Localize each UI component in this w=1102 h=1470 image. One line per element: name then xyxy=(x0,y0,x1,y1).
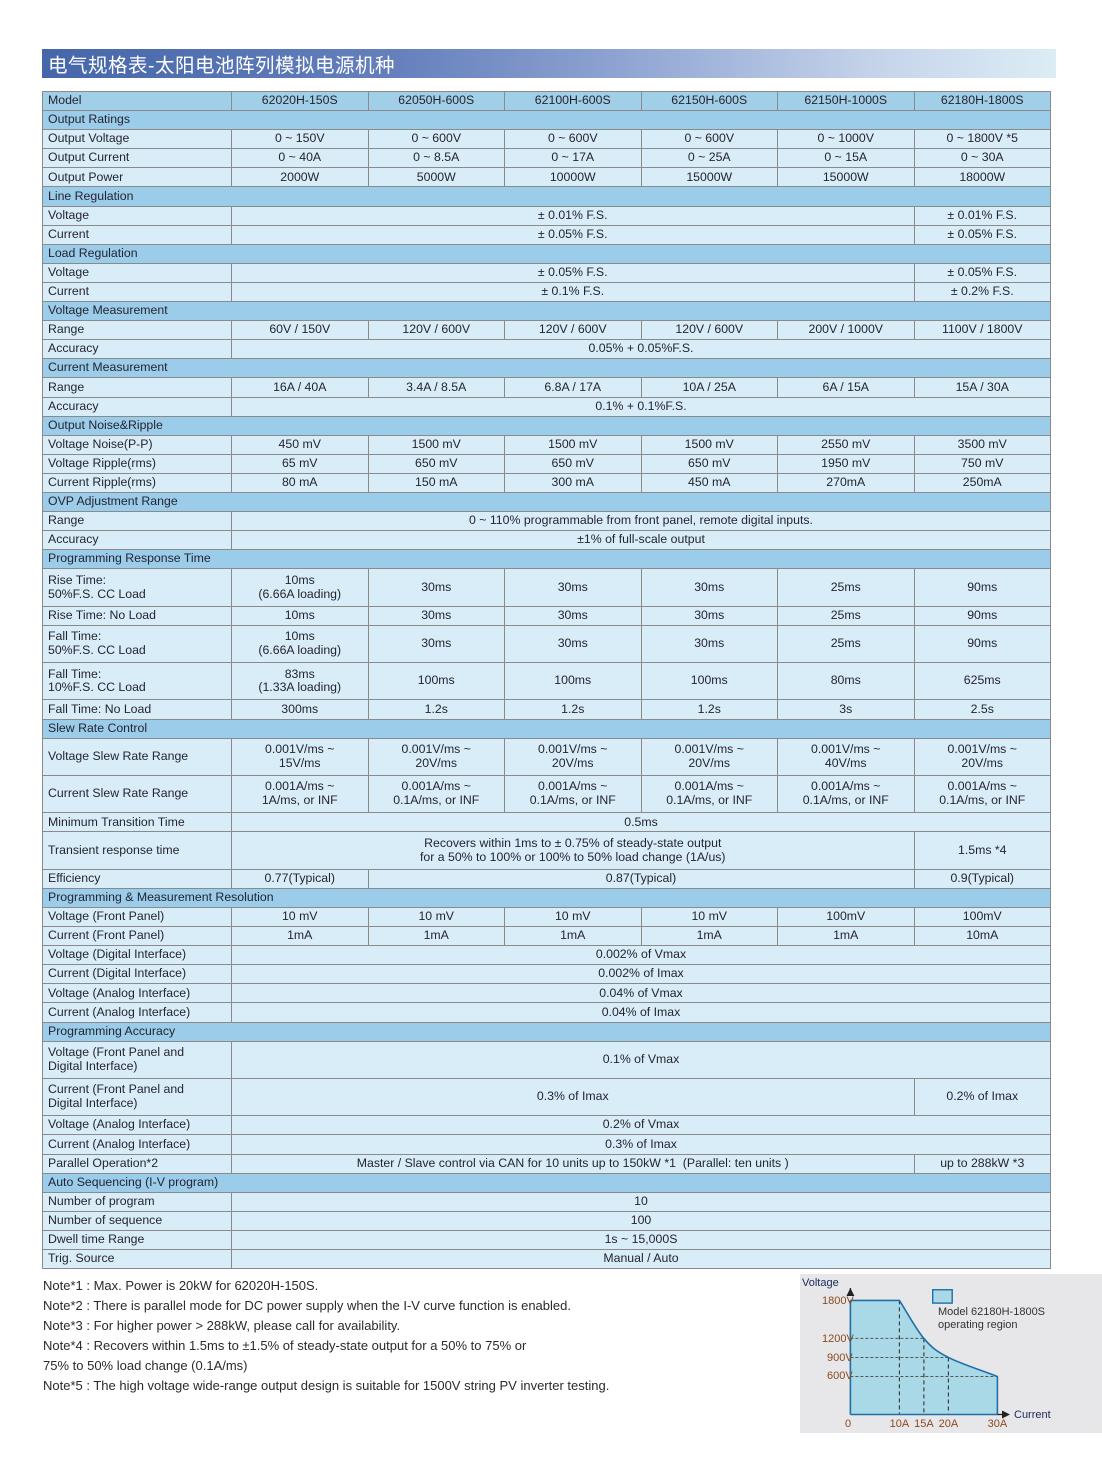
svg-text:600V: 600V xyxy=(827,1370,853,1382)
svg-text:20A: 20A xyxy=(939,1418,959,1430)
svg-text:Voltage: Voltage xyxy=(802,1277,839,1289)
svg-text:Model 62180H-1800S: Model 62180H-1800S xyxy=(938,1306,1045,1318)
svg-text:operating region: operating region xyxy=(938,1319,1018,1331)
svg-text:900V: 900V xyxy=(827,1352,853,1364)
svg-text:1200V: 1200V xyxy=(822,1333,854,1345)
svg-text:Current: Current xyxy=(1014,1409,1051,1421)
svg-text:30A: 30A xyxy=(988,1418,1008,1430)
svg-text:15A: 15A xyxy=(914,1418,934,1430)
svg-text:10A: 10A xyxy=(890,1418,910,1430)
svg-text:0: 0 xyxy=(845,1418,851,1430)
svg-text:1800V: 1800V xyxy=(822,1295,854,1307)
